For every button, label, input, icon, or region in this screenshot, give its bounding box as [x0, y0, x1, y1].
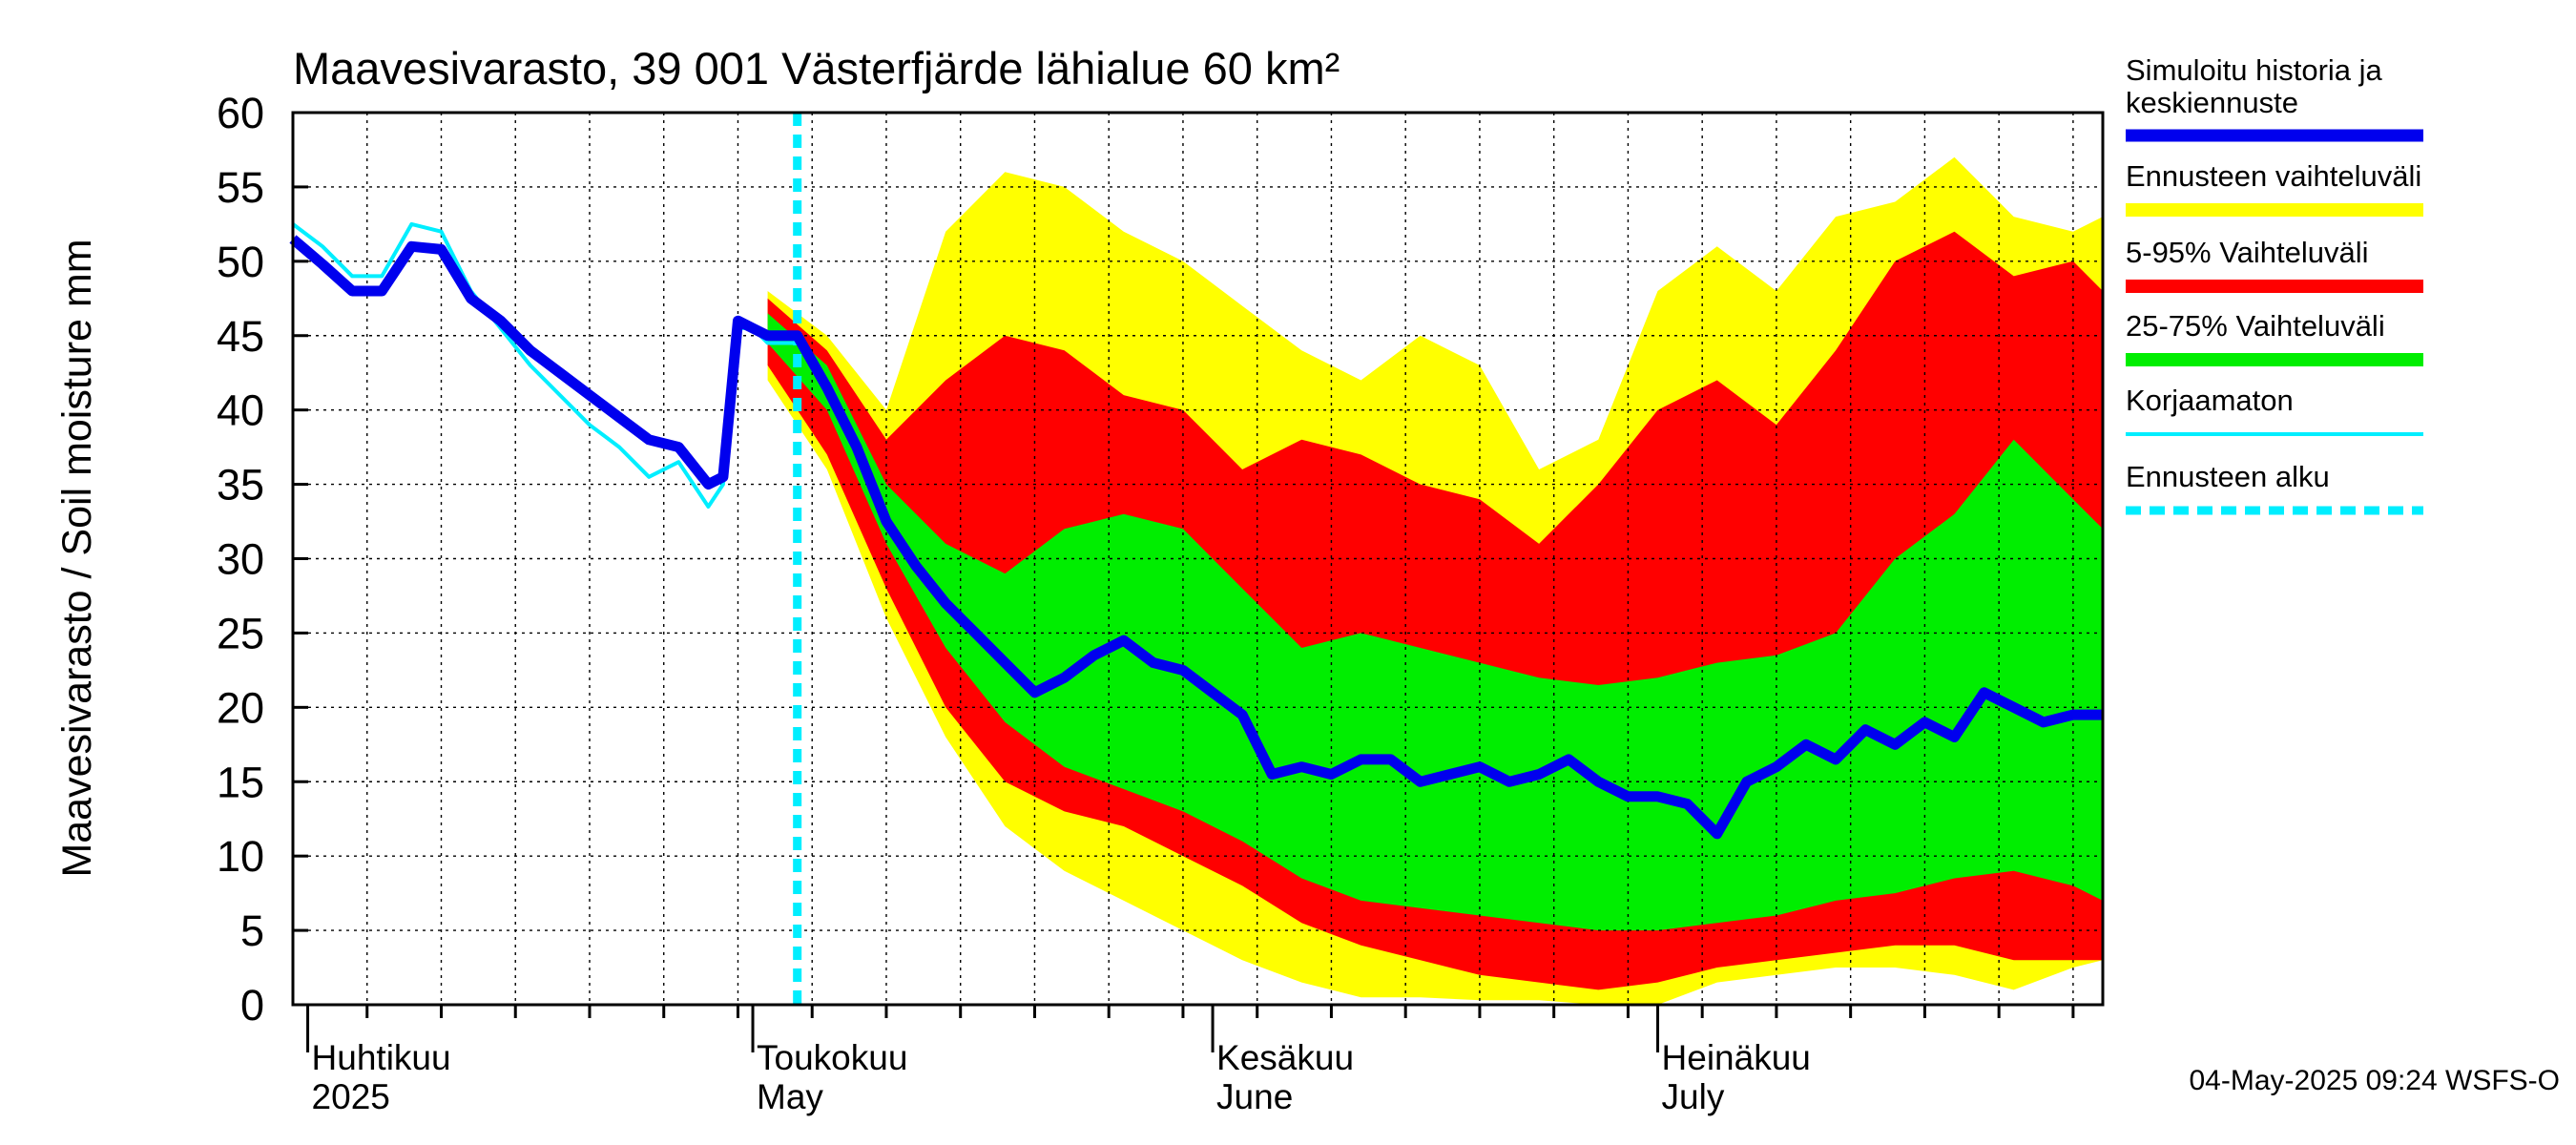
chart-title: Maavesivarasto, 39 001 Västerfjärde lähi… — [293, 43, 1340, 94]
x-month-label-fi: Toukokuu — [757, 1038, 907, 1077]
x-month-label-fi: Heinäkuu — [1662, 1038, 1811, 1077]
legend-label: 25-75% Vaihteluväli — [2126, 309, 2385, 343]
timestamp: 04-May-2025 09:24 WSFS-O — [2190, 1065, 2561, 1096]
legend-item-korjaamaton: Korjaamaton — [2126, 384, 2423, 436]
x-month-label-en: May — [757, 1077, 823, 1116]
legend-item-5-95-vaihteluv-li: 5-95% Vaihteluväli — [2126, 236, 2423, 293]
y-tick-label: 25 — [217, 609, 264, 657]
y-tick-label: 45 — [217, 312, 264, 361]
legend-item-25-75-vaihteluv-li: 25-75% Vaihteluväli — [2126, 309, 2423, 366]
legend-label: 5-95% Vaihteluväli — [2126, 236, 2368, 269]
y-tick-label: 15 — [217, 758, 264, 806]
x-month-label-en: June — [1216, 1077, 1293, 1116]
x-month-label-fi: Kesäkuu — [1216, 1038, 1354, 1077]
y-tick-label: 5 — [240, 906, 264, 955]
legend-label: Simuloitu historia ja — [2126, 53, 2383, 87]
y-tick-label: 55 — [217, 163, 264, 212]
y-tick-label: 10 — [217, 832, 264, 881]
series-lines — [289, 221, 2103, 840]
x-month-label-fi: Huhtikuu — [312, 1038, 451, 1077]
y-tick-label: 35 — [217, 461, 264, 510]
series-simuloitu-historia-ja-keskiennuste — [289, 235, 2103, 840]
legend-item-ennusteen-vaihteluv-li: Ennusteen vaihteluväli — [2126, 159, 2423, 217]
y-tick-label: 30 — [217, 535, 264, 584]
legend-label: keskiennuste — [2126, 86, 2298, 119]
y-tick-label: 50 — [217, 238, 264, 286]
y-tick-label: 60 — [217, 89, 264, 137]
y-tick-label: 40 — [217, 386, 264, 435]
y-tick-label: 0 — [240, 981, 264, 1030]
forecast-bands — [767, 156, 2103, 1006]
x-month-label-en: July — [1662, 1077, 1725, 1116]
legend-item-ennusteen-alku: Ennusteen alku — [2126, 460, 2423, 515]
y-tick-label: 20 — [217, 683, 264, 732]
x-month-label-en: 2025 — [312, 1077, 390, 1116]
y-axis-label: Maavesivarasto / Soil moisture mm — [54, 239, 100, 877]
legend-label: Ennusteen alku — [2126, 460, 2330, 493]
y-axis-ticks: 0 5 10 15 20 25 30 35 40 45 50 55 60 — [217, 89, 308, 1030]
legend-label: Korjaamaton — [2126, 384, 2294, 417]
legend-label: Ennusteen vaihteluväli — [2126, 159, 2421, 193]
